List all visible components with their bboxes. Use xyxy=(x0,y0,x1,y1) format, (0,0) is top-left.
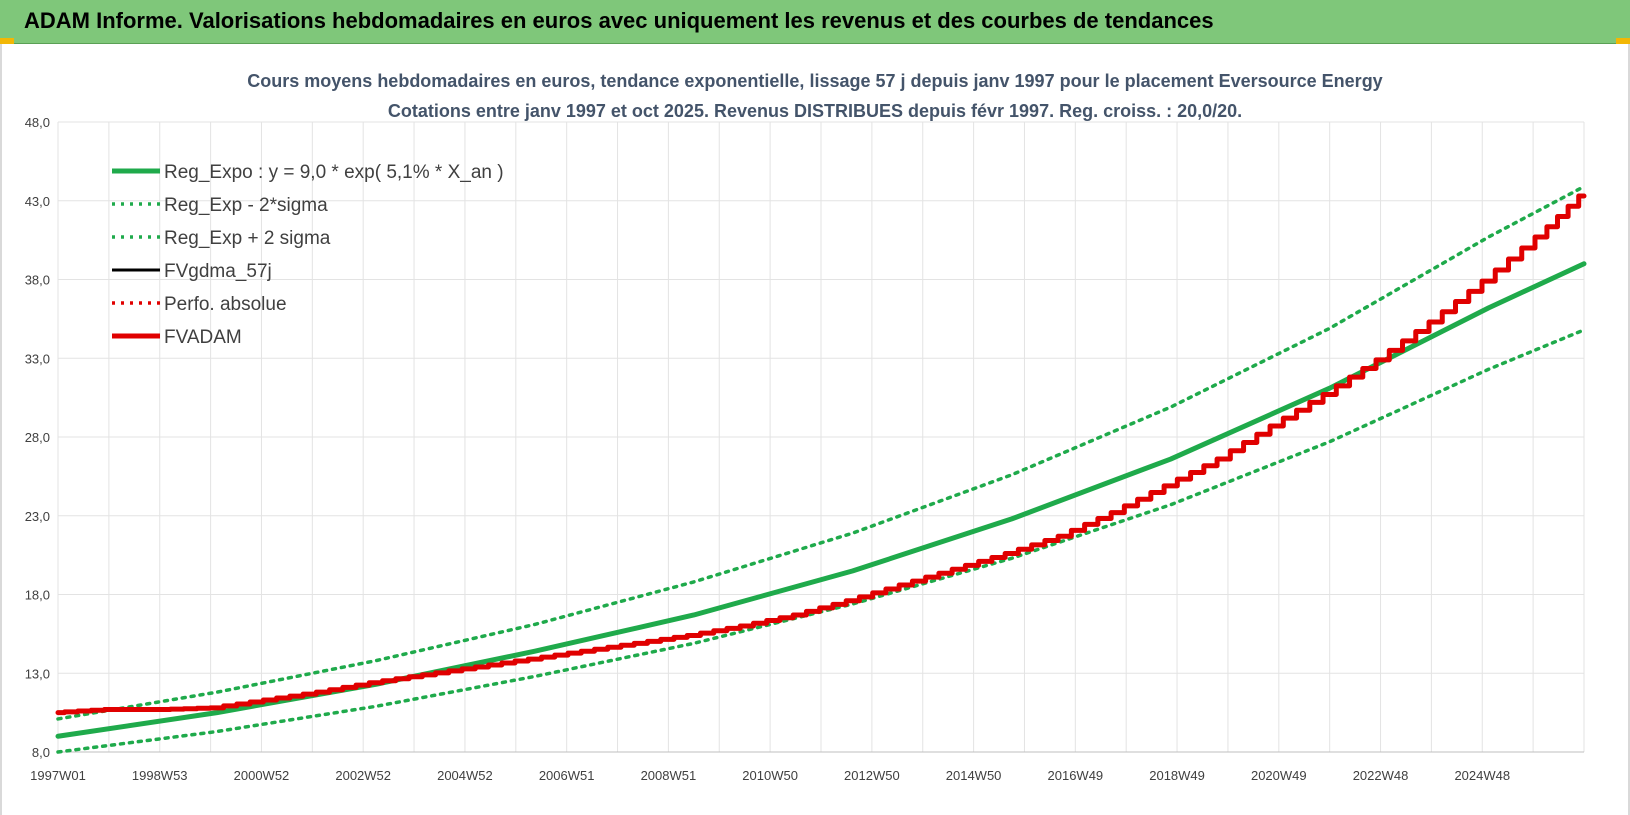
legend-label: Perfo. absolue xyxy=(164,294,287,315)
y-tick-label: 28,0 xyxy=(25,430,50,445)
y-tick-label: 48,0 xyxy=(25,115,50,130)
x-tick-label: 2004W52 xyxy=(437,768,493,783)
x-tick-label: 2000W52 xyxy=(234,768,290,783)
x-tick-label: 2024W48 xyxy=(1454,768,1510,783)
y-tick-label: 38,0 xyxy=(25,273,50,288)
legend-label: FVgdma_57j xyxy=(164,261,272,282)
x-tick-label: 2022W48 xyxy=(1353,768,1409,783)
y-tick-label: 33,0 xyxy=(25,351,50,366)
page-title: ADAM Informe. Valorisations hebdomadaire… xyxy=(24,8,1214,33)
x-tick-label: 2014W50 xyxy=(946,768,1002,783)
series-line-5 xyxy=(55,193,1587,716)
chart-frame xyxy=(0,44,1630,815)
y-tick-label: 18,0 xyxy=(25,588,50,603)
x-tick-label: 2020W49 xyxy=(1251,768,1307,783)
chart-title: Cours moyens hebdomadaires en euros, ten… xyxy=(247,71,1382,91)
series-line-1 xyxy=(56,328,1586,754)
x-tick-label: 2002W52 xyxy=(335,768,391,783)
y-tick-label: 13,0 xyxy=(25,666,50,681)
y-axis-ticks: 8,0 13,0 18,0 23,0 28,0 33,0 38,0 43,0 48,0 xyxy=(25,115,50,760)
series-lines xyxy=(55,184,1587,754)
legend-label: FVADAM xyxy=(164,327,242,348)
x-tick-label: 2016W49 xyxy=(1048,768,1104,783)
x-tick-label: 2006W51 xyxy=(539,768,595,783)
y-tick-label: 23,0 xyxy=(25,509,50,524)
grid xyxy=(57,121,1585,753)
x-tick-label: 2012W50 xyxy=(844,768,900,783)
header-banner: ADAM Informe. Valorisations hebdomadaire… xyxy=(0,0,1630,44)
x-tick-label: 2008W51 xyxy=(641,768,697,783)
legend-label: Reg_Exp + 2 sigma xyxy=(164,228,331,249)
y-tick-label: 43,0 xyxy=(25,194,50,209)
corner-marker-right xyxy=(1616,38,1630,44)
y-tick-label: 8,0 xyxy=(32,745,50,760)
chart-subtitle: Cotations entre janv 1997 et oct 2025. R… xyxy=(388,101,1242,121)
x-axis-ticks: 1997W01 1998W53 2000W52 2002W52 2004W52 2006W… xyxy=(30,768,1510,783)
legend: Reg_Expo : y = 9,0 * exp( 5,1% * X_an ) R… xyxy=(112,162,504,348)
x-tick-label: 1998W53 xyxy=(132,768,188,783)
legend-label: Reg_Expo : y = 9,0 * exp( 5,1% * X_an ) xyxy=(164,162,504,183)
x-tick-label: 2010W50 xyxy=(742,768,798,783)
x-tick-label: 1997W01 xyxy=(30,768,86,783)
legend-label: Reg_Exp - 2*sigma xyxy=(164,195,328,216)
corner-marker-left xyxy=(0,38,14,44)
series-line-2 xyxy=(56,184,1586,721)
x-tick-label: 2018W49 xyxy=(1149,768,1205,783)
